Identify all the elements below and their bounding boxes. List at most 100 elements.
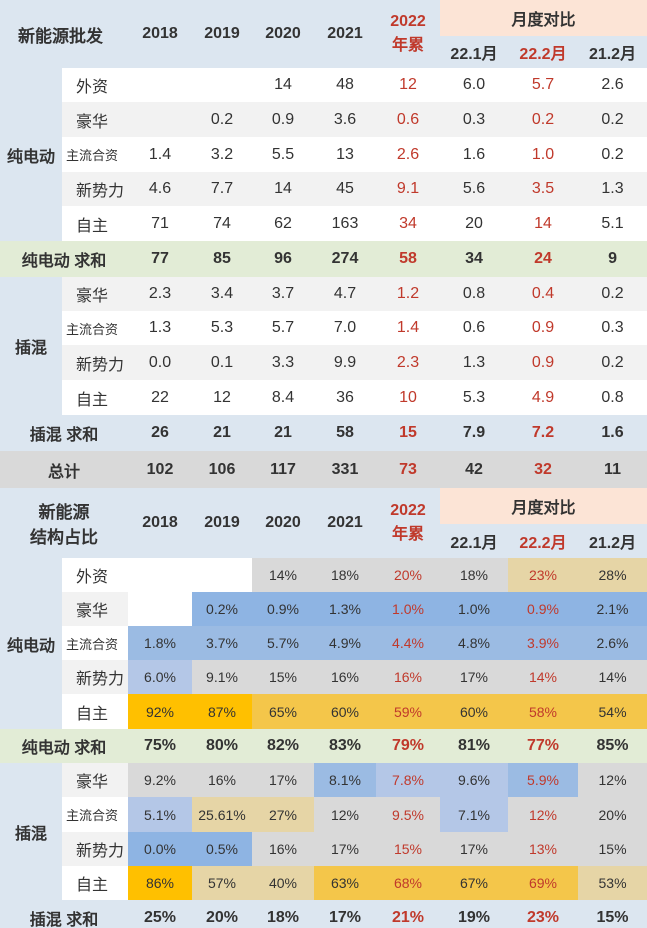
monthly-compare-header: 月度对比: [440, 0, 647, 36]
row-label: 豪华: [62, 592, 128, 626]
cell: 12%: [578, 763, 647, 797]
group-label-bev: 纯电动: [0, 68, 62, 241]
cell: 15: [376, 415, 440, 451]
cell: 13%: [508, 832, 578, 866]
cell: 16%: [192, 763, 252, 797]
row-label: 外资: [62, 558, 128, 592]
col-month: 21.2月: [578, 36, 647, 68]
cell: 74: [192, 206, 252, 241]
cell: 20: [440, 206, 508, 241]
cell: 5.7: [252, 311, 314, 345]
table2-title-line2: 结构占比: [30, 528, 98, 547]
cell: 5.7: [508, 68, 578, 102]
cell: 3.7: [252, 277, 314, 311]
cell: 21: [192, 415, 252, 451]
ytd-year: 2022: [390, 502, 426, 519]
cell: 4.9: [508, 380, 578, 415]
cell: 7.1%: [440, 797, 508, 832]
cell: [192, 68, 252, 102]
cell: 18%: [252, 900, 314, 928]
col-year: 2019: [192, 488, 252, 558]
cell: 5.3: [440, 380, 508, 415]
table-row: 纯电动 外资 14 48 12 6.0 5.7 2.6: [0, 68, 647, 241]
cell: 1.3: [440, 345, 508, 380]
cell: 20%: [376, 558, 440, 592]
cell: 83%: [314, 729, 376, 763]
table-row: 新势力 0.0 0.1 3.3 9.9 2.3 1.3 0.9 0.2: [0, 345, 647, 380]
cell: 18%: [314, 558, 376, 592]
table-row: 主流合资 1.8% 3.7% 5.7% 4.9% 4.4% 4.8% 3.9% …: [0, 626, 647, 660]
table-row: 插混 豪华 9.2% 16% 17% 8.1% 7.8% 9.6% 5.9% 1…: [0, 763, 647, 900]
cell: 0.3: [440, 102, 508, 137]
cell: 1.6: [578, 415, 647, 451]
cell: 14: [508, 206, 578, 241]
cell: 25%: [128, 900, 192, 928]
cell: 5.7%: [252, 626, 314, 660]
cell: 12: [192, 380, 252, 415]
row-label: 自主: [62, 380, 128, 415]
group-label-phev: 插混: [0, 763, 62, 900]
col-year: 2021: [314, 488, 376, 558]
cell: 77: [128, 241, 192, 277]
table-row: 自主 22 12 8.4 36 10 5.3 4.9 0.8: [0, 380, 647, 415]
row-label: 豪华: [62, 102, 128, 137]
cell: 12: [376, 68, 440, 102]
cell: 2.6: [578, 68, 647, 102]
cell: 3.7%: [192, 626, 252, 660]
cell: 1.3: [128, 311, 192, 345]
cell: 0.5%: [192, 832, 252, 866]
cell: 3.4: [192, 277, 252, 311]
cell: 21%: [376, 900, 440, 928]
cell: 102: [128, 451, 192, 488]
cell: 59%: [376, 694, 440, 729]
cell: 24: [508, 241, 578, 277]
cell: 3.3: [252, 345, 314, 380]
cell: 14%: [578, 660, 647, 694]
table-row: 纯电动 外资 14% 18% 20% 18% 23% 28%: [0, 558, 647, 729]
col-month: 22.2月: [508, 36, 578, 68]
row-label: 豪华: [62, 763, 128, 797]
cell: 14%: [508, 660, 578, 694]
cell: 0.2: [192, 102, 252, 137]
cell: 0.8: [578, 380, 647, 415]
cell: 1.3%: [314, 592, 376, 626]
ytd-label: 年累: [391, 526, 424, 543]
cell: 5.1: [578, 206, 647, 241]
cell: 0.4: [508, 277, 578, 311]
col-ytd: 2022 年累: [376, 488, 440, 558]
cell: 58%: [508, 694, 578, 729]
row-label: 主流合资: [62, 137, 128, 172]
table-row: 新势力 0.0% 0.5% 16% 17% 15% 17% 13% 15%: [0, 832, 647, 866]
cell: 14: [252, 172, 314, 206]
cell: 63%: [314, 866, 376, 900]
row-label: 总计: [0, 451, 128, 488]
cell: 57%: [192, 866, 252, 900]
cell: 48: [314, 68, 376, 102]
cell: 60%: [440, 694, 508, 729]
table-row: 插混 豪华 2.3 3.4 3.7 4.7 1.2 0.8 0.4 0.2: [0, 277, 647, 415]
cell: 73: [376, 451, 440, 488]
cell: [128, 102, 192, 137]
cell: 80%: [192, 729, 252, 763]
table-row: 新势力 6.0% 9.1% 15% 16% 16% 17% 14% 14%: [0, 660, 647, 694]
cell: 0.6: [376, 102, 440, 137]
cell: 19%: [440, 900, 508, 928]
row-label: 主流合资: [62, 626, 128, 660]
cell: 0.2%: [192, 592, 252, 626]
cell: 21: [252, 415, 314, 451]
cell: 75%: [128, 729, 192, 763]
cell: 8.4: [252, 380, 314, 415]
cell: 13: [314, 137, 376, 172]
cell: 0.2: [508, 102, 578, 137]
row-label: 自主: [62, 866, 128, 900]
cell: 54%: [578, 694, 647, 729]
cell: 1.0%: [440, 592, 508, 626]
cell: 27%: [252, 797, 314, 832]
col-year: 2018: [128, 0, 192, 68]
col-year: 2020: [252, 0, 314, 68]
cell: 5.9%: [508, 763, 578, 797]
cell: 86%: [128, 866, 192, 900]
col-month: 22.1月: [440, 36, 508, 68]
row-label: 主流合资: [62, 797, 128, 832]
cell: 18%: [440, 558, 508, 592]
